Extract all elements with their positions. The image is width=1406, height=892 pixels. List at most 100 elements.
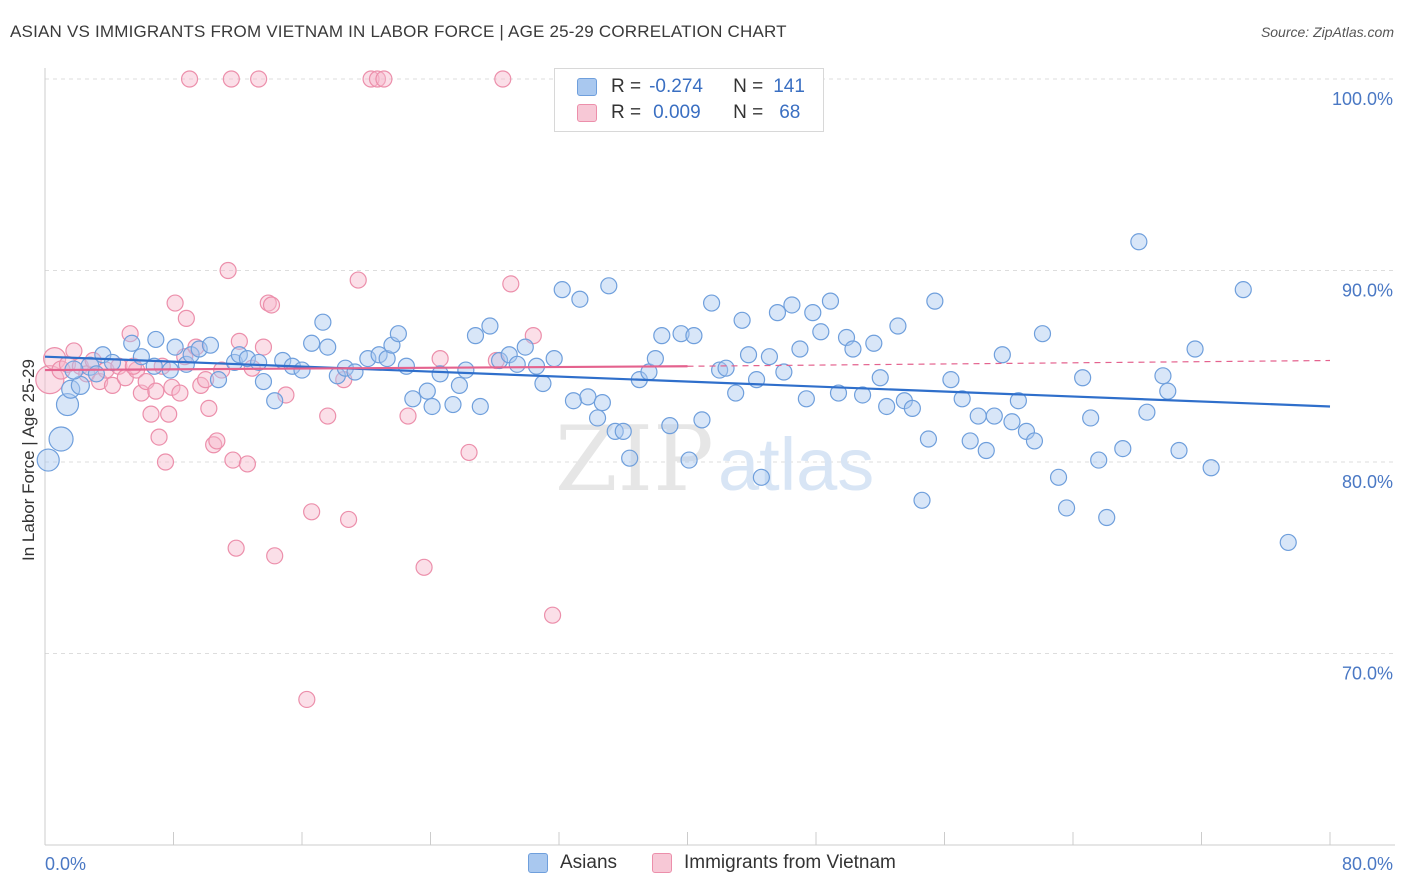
watermark-atlas: atlas [718, 423, 874, 506]
legend-n-label: N = [733, 76, 764, 97]
y-tick-label: 80.0% [1342, 472, 1393, 492]
vietnam-point [65, 342, 83, 360]
vietnam-point [368, 70, 387, 88]
x-tick-label: 80.0% [1342, 854, 1393, 874]
vietnam-point [180, 70, 199, 88]
asian-point [821, 292, 840, 310]
vietnam-point [208, 432, 226, 450]
asian-point [661, 417, 679, 435]
asian-point [490, 351, 509, 370]
vietnam-point [399, 407, 417, 425]
watermark: ZIP atlas [555, 407, 874, 512]
legend-item-asians[interactable]: Asians [528, 852, 617, 874]
legend-row-asians: R = -0.274 N = 141 [577, 75, 805, 99]
x-tick-label: 0.0% [45, 854, 86, 874]
asian-point [254, 372, 273, 391]
legend-r-label: R = [611, 76, 642, 97]
vietnam-point [200, 399, 218, 417]
asian-point [1154, 367, 1172, 385]
trend-lines [44, 355, 1331, 408]
asian-point [926, 292, 944, 310]
legend-r-value: -0.274 [649, 76, 703, 97]
asian-point [1049, 468, 1068, 486]
asian-point [450, 376, 469, 394]
asian-point [760, 348, 779, 366]
legend-label-vietnam: Immigrants from Vietnam [684, 852, 896, 873]
asian-point [1114, 439, 1132, 458]
asian-point [61, 379, 81, 399]
y-tick-label: 100.0% [1332, 89, 1393, 109]
legend-item-vietnam[interactable]: Immigrants from Vietnam [652, 852, 896, 874]
asian-point [1138, 403, 1156, 421]
vietnam-point [147, 382, 165, 400]
asian-point [685, 327, 703, 345]
vietnam-point [150, 428, 168, 446]
asian-point [319, 338, 337, 356]
asian-point [48, 426, 74, 452]
vietnam-point [230, 332, 248, 350]
watermark-zip: ZIP [555, 407, 714, 512]
asian-point [147, 330, 165, 349]
vietnam-point [219, 261, 237, 280]
asian-point [250, 353, 268, 372]
vietnam-point [35, 365, 65, 395]
vietnam-point [227, 539, 245, 557]
asian-point [1009, 392, 1027, 410]
axes [44, 68, 1395, 846]
asian-point [444, 395, 462, 414]
asian-point [1130, 233, 1148, 251]
asian-point [865, 334, 883, 352]
asian-point [1279, 533, 1297, 552]
series-legend: Asians Immigrants from Vietnam [0, 852, 1406, 878]
asian-point [961, 432, 979, 450]
asian-point [534, 374, 552, 393]
asian-point [553, 281, 571, 299]
asian-point [579, 388, 597, 406]
asian-point [389, 325, 407, 343]
asian-point [783, 296, 801, 314]
vietnam-point [543, 606, 562, 624]
vietnam-point [349, 271, 367, 289]
vietnam-point [431, 349, 449, 368]
series-vietnam-points [35, 70, 562, 709]
vietnam-point [250, 70, 268, 88]
asian-point [481, 317, 499, 335]
asian-point [733, 311, 751, 329]
asian-point [1025, 432, 1044, 450]
asian-point [303, 334, 321, 352]
asian-point [209, 371, 228, 389]
chart-title: ASIAN VS IMMIGRANTS FROM VIETNAM IN LABO… [10, 22, 787, 41]
asian-point [1170, 441, 1188, 460]
asian-point [1082, 409, 1100, 427]
asian-point [230, 346, 248, 364]
asian-point [545, 349, 563, 368]
asian-point [166, 338, 184, 356]
asian-point [717, 359, 735, 377]
asian-point [201, 336, 220, 354]
series-asian-points [36, 233, 1297, 552]
legend-n-label: N = [733, 102, 764, 123]
asian-trend-line [44, 355, 1331, 408]
y-tick-label: 70.0% [1342, 664, 1393, 684]
asian-point [977, 441, 995, 460]
legend-r-label: R = [611, 102, 642, 123]
asian-point [727, 384, 745, 402]
vietnam-point [298, 690, 316, 709]
asian-point [913, 491, 931, 509]
asian-point [853, 386, 872, 404]
asian-point [466, 327, 485, 345]
vietnam-point [502, 275, 520, 293]
vietnam-point [460, 443, 478, 462]
asian-point [942, 371, 960, 389]
asian-point [190, 340, 208, 358]
asian-point [457, 361, 475, 379]
asian-point [238, 349, 256, 368]
vietnam-point [375, 70, 393, 88]
asian-point [123, 334, 141, 352]
asian-point [889, 317, 907, 335]
asian-point [1186, 340, 1204, 358]
asian-point [378, 349, 396, 368]
asian-point [646, 349, 664, 368]
legend-n-value: 141 [773, 76, 805, 97]
vietnam-point [142, 405, 160, 423]
